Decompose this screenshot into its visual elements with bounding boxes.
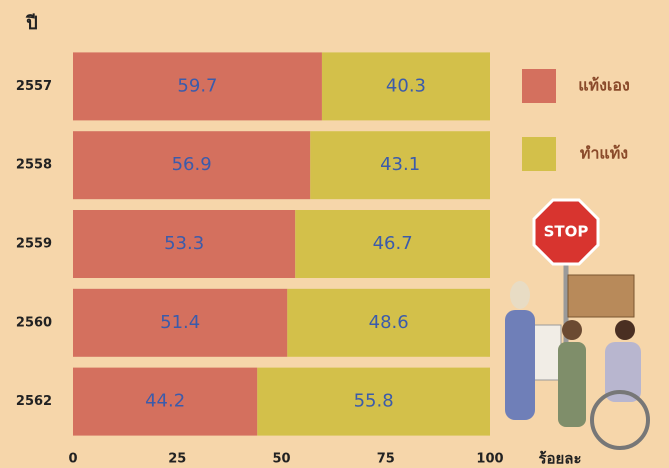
y-tick-label: 2562 [16,394,52,409]
bar-segment [321,52,490,121]
bar-segment [73,367,258,436]
x-tick-label: 100 [476,452,503,467]
y-tick-label: 2560 [16,315,52,330]
person [605,342,641,402]
y-tick-label: 2559 [16,237,52,252]
illustration: STOP [505,198,650,450]
x-tick-label: 75 [377,452,395,467]
placard [567,274,635,318]
x-tick-label: 25 [168,452,186,467]
person [615,320,635,340]
bar-segment [73,52,322,121]
data-label: 59.7 [177,75,217,96]
bar-segment [73,131,311,200]
x-axis-title: ร้อยละ [538,450,581,468]
legend-label: แท้งเอง [578,76,630,95]
data-label: 56.9 [172,154,212,175]
person [562,320,582,340]
bar-segment [310,131,490,200]
bar-segment [73,210,296,278]
data-label: 43.1 [380,154,420,175]
data-label: 44.2 [145,391,185,412]
data-label: 51.4 [160,312,200,333]
person [505,310,535,420]
bar-segment [257,367,490,436]
stop-text: STOP [544,223,589,241]
person [558,342,586,427]
x-tick-label: 50 [272,452,290,467]
person [510,281,530,309]
legend-swatch [522,137,556,171]
bar-segment [287,288,490,357]
data-label: 55.8 [354,391,394,412]
data-label: 40.3 [386,75,426,96]
legend-swatch [522,69,556,103]
y-tick-label: 2558 [16,158,52,173]
y-tick-label: 2557 [16,79,52,94]
stop-sign [532,198,600,266]
bar-segment [73,288,288,357]
data-label: 48.6 [369,312,409,333]
y-axis-title: ปี [25,13,38,34]
bar-segment [295,210,490,278]
wheelchair [590,390,650,450]
data-label: 46.7 [373,233,413,254]
x-tick-label: 0 [68,452,77,467]
legend-label: ทำแท้ง [580,144,628,163]
data-label: 53.3 [164,233,204,254]
